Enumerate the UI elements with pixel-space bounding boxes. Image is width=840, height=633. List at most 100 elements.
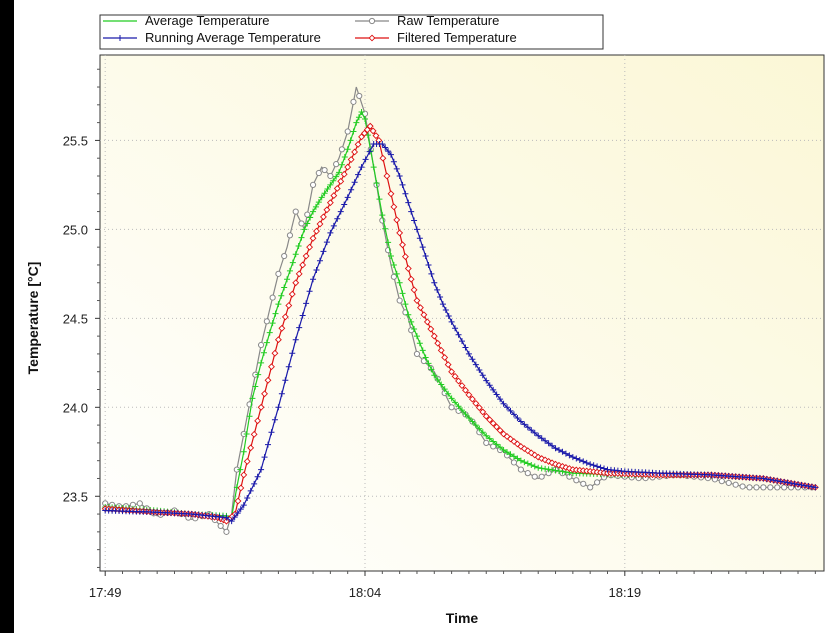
data-point	[746, 484, 753, 491]
data-point	[261, 390, 268, 398]
data-point	[370, 164, 377, 171]
data-point	[289, 259, 296, 266]
data-point	[594, 479, 601, 486]
data-point	[408, 208, 415, 215]
data-point	[419, 244, 426, 251]
data-point	[541, 456, 549, 464]
data-point	[416, 340, 423, 347]
data-point	[390, 203, 398, 211]
data-point	[379, 154, 387, 162]
data-point	[368, 34, 376, 42]
data-point	[434, 339, 442, 347]
legend-label: Running Average Temperature	[145, 30, 321, 45]
data-point	[472, 422, 479, 429]
x-tick-label: 18:04	[349, 585, 382, 600]
data-point	[396, 297, 403, 304]
data-point	[455, 403, 462, 410]
data-point	[469, 418, 476, 425]
data-point	[524, 460, 531, 467]
data-point	[257, 341, 265, 349]
data-point	[767, 476, 774, 483]
data-point	[402, 190, 409, 197]
data-point	[496, 426, 504, 434]
data-point	[303, 300, 310, 307]
data-point	[428, 366, 435, 373]
data-point	[390, 261, 397, 268]
data-point	[396, 279, 403, 286]
data-point	[338, 146, 346, 153]
data-point	[252, 383, 259, 390]
data-point	[767, 484, 774, 491]
data-point	[493, 391, 500, 398]
data-point	[354, 140, 362, 148]
data-point	[266, 329, 273, 336]
data-point	[275, 270, 282, 277]
data-point	[315, 169, 322, 177]
data-point	[490, 386, 497, 393]
data-point	[136, 500, 143, 507]
data-point	[753, 484, 760, 491]
data-point	[333, 185, 341, 192]
data-point	[552, 467, 559, 474]
data-point	[576, 456, 583, 463]
data-point	[383, 172, 391, 180]
data-point	[272, 310, 279, 317]
data-point	[407, 275, 415, 283]
data-point	[510, 459, 518, 466]
data-point	[408, 327, 415, 334]
data-point	[434, 286, 441, 293]
data-point	[286, 267, 293, 274]
data-point	[399, 241, 406, 249]
data-point	[419, 347, 426, 354]
data-point	[517, 466, 524, 473]
data-point	[462, 411, 469, 418]
data-point	[472, 399, 480, 407]
data-point	[393, 216, 401, 224]
data-point	[408, 318, 415, 325]
data-point	[264, 376, 272, 384]
data-point	[559, 462, 566, 470]
data-point	[416, 235, 423, 242]
data-point	[808, 483, 815, 490]
data-point	[535, 464, 542, 471]
data-point	[428, 270, 435, 277]
data-point	[538, 465, 545, 472]
data-point	[286, 232, 294, 239]
y-tick-label: 24.0	[63, 400, 88, 415]
data-point	[375, 136, 383, 144]
data-point	[373, 180, 380, 187]
data-point	[307, 214, 314, 221]
series-running-average-temperature	[102, 140, 819, 525]
data-point	[507, 407, 514, 414]
data-point	[292, 336, 299, 343]
data-point	[788, 480, 795, 487]
data-point	[254, 473, 261, 480]
data-point	[234, 510, 241, 517]
data-point	[524, 424, 531, 431]
data-point	[580, 458, 587, 465]
data-point	[531, 473, 538, 480]
data-point	[304, 211, 311, 218]
data-point	[292, 279, 300, 287]
data-point	[368, 17, 376, 25]
data-point	[387, 190, 395, 198]
data-point	[336, 169, 343, 176]
data-point	[479, 429, 486, 436]
data-point	[351, 148, 359, 156]
data-point	[423, 318, 431, 326]
data-point	[739, 483, 746, 490]
data-point	[555, 468, 562, 475]
data-point	[247, 444, 255, 452]
data-point	[801, 482, 808, 489]
data-point	[302, 252, 310, 260]
data-point	[437, 293, 444, 300]
data-point	[318, 194, 325, 201]
data-point	[422, 354, 429, 361]
data-point	[431, 279, 438, 286]
data-point	[597, 464, 604, 471]
data-point	[358, 164, 365, 171]
data-point	[479, 408, 487, 416]
data-point	[393, 270, 400, 277]
data-point	[282, 377, 289, 384]
